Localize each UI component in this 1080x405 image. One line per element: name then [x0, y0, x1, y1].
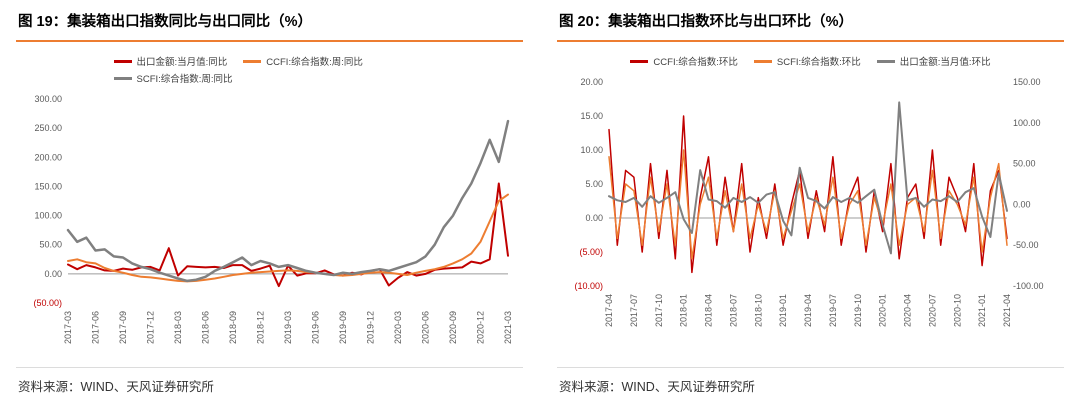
y-axis-tick-label: 250.00	[34, 123, 62, 133]
y-axis-tick-label: 0.00	[585, 213, 603, 223]
legend-item-2: SCFI:综合指数:周:同比	[113, 71, 233, 85]
y-axis-tick-label: 150.00	[34, 181, 62, 191]
figure-20-panel: 图 20：集装箱出口指数环比与出口环比（%） CCFI:综合指数:环比 SCFI:…	[549, 4, 1072, 401]
figure-19-panel: 图 19：集装箱出口指数同比与出口同比（%） 出口金额:当月值:同比 CCFI:综…	[8, 4, 531, 401]
x-axis-tick-label: 2017-06	[91, 311, 101, 344]
legend-label: 出口金额:当月值:环比	[899, 57, 991, 68]
x-axis-tick-label: 2018-01	[679, 294, 689, 327]
x-axis-tick-label: 2018-03	[173, 311, 183, 344]
legend-item-0: CCFI:综合指数:环比	[630, 54, 738, 68]
series-line	[66, 119, 510, 283]
x-axis-tick-label: 2020-06	[421, 311, 431, 344]
y-axis-tick-label: 100.00	[34, 211, 62, 221]
chart-canvas: 300.00 250.00 200.00 150.00 100.00 50.00 0.00 (…	[33, 94, 513, 344]
x-axis-tick-label: 2019-06	[311, 311, 321, 344]
x-axis-tick-label: 2018-09	[228, 311, 238, 344]
x-axis-tick-label: 2018-07	[728, 294, 738, 327]
legend-label: 出口金额:当月值:同比	[136, 57, 228, 68]
legend-item-1: SCFI:综合指数:环比	[753, 54, 861, 68]
legend-item-0: 出口金额:当月值:同比	[113, 54, 228, 68]
x-axis-tick-label: 2021-04	[1002, 294, 1012, 327]
series-line	[608, 149, 1008, 260]
x-axis-tick-label: 2019-12	[366, 311, 376, 344]
chart-canvas: 20.00 15.00 10.00 5.00 0.00 (5.00) (10.00) 150.…	[574, 77, 1044, 327]
x-axis-tick-label: 2019-01	[778, 294, 788, 327]
y-axis-tick-label: 0.00	[44, 269, 62, 279]
y-axis-right-tick-label: 100.00	[1013, 118, 1041, 128]
y-axis-tick-label: 50.00	[39, 240, 62, 250]
x-axis-tick-label: 2020-07	[927, 294, 937, 327]
x-axis-tick-label: 2019-03	[283, 311, 293, 344]
figure-20-legend: CCFI:综合指数:环比 SCFI:综合指数:环比 出口金额:当月值:环比	[557, 54, 1064, 68]
x-axis-tick-label: 2019-04	[803, 294, 813, 327]
y-axis-tick-label: 300.00	[34, 94, 62, 104]
y-axis-tick-label: (50.00)	[33, 298, 62, 308]
x-axis-tick-label: 2021-01	[977, 294, 987, 327]
x-axis-tick-label: 2017-07	[629, 294, 639, 327]
y-axis-tick-label: 20.00	[580, 77, 603, 87]
x-axis-tick-label: 2017-09	[118, 311, 128, 344]
figure-19-chart: 300.00 250.00 200.00 150.00 100.00 50.00 0.00 (…	[16, 89, 523, 362]
y-axis-right-tick-label: 50.00	[1013, 159, 1036, 169]
x-axis-tick-label: 2019-10	[853, 294, 863, 327]
x-axis-tick-label: 2018-04	[704, 294, 714, 327]
y-axis-right-tick-label: -100.00	[1013, 281, 1044, 291]
figure-20-title: 图 20：集装箱出口指数环比与出口环比（%）	[557, 4, 1064, 42]
y-axis-tick-label: (5.00)	[579, 247, 603, 257]
x-axis-tick-label: 2018-12	[256, 311, 266, 344]
legend-label: SCFI:综合指数:周:同比	[136, 74, 233, 85]
x-axis-tick-label: 2020-12	[476, 311, 486, 344]
legend-line-swatch	[243, 59, 262, 63]
legend-label: CCFI:综合指数:环比	[653, 57, 738, 68]
y-axis-right-tick-label: 150.00	[1013, 77, 1041, 87]
x-axis-tick-label: 2018-06	[201, 311, 211, 344]
x-axis-tick-label: 2017-10	[654, 294, 664, 327]
x-axis-tick-label: 2020-09	[448, 311, 458, 344]
legend-line-swatch	[876, 59, 895, 63]
x-axis-tick-label: 2021-03	[503, 311, 513, 344]
legend-item-1: CCFI:综合指数:周:同比	[243, 54, 363, 68]
legend-line-swatch	[630, 59, 649, 63]
x-axis-tick-label: 2017-03	[63, 311, 73, 344]
series-line	[608, 115, 1008, 274]
x-axis-tick-label: 2020-04	[903, 294, 913, 327]
y-axis-tick-label: 15.00	[580, 111, 603, 121]
legend-label: CCFI:综合指数:周:同比	[266, 57, 363, 68]
x-axis-tick-label: 2017-12	[146, 311, 156, 344]
legend-label: SCFI:综合指数:环比	[776, 57, 861, 68]
x-axis-tick-label: 2017-04	[604, 294, 614, 327]
x-axis-tick-label: 2020-10	[952, 294, 962, 327]
y-axis-right-tick-label: -50.00	[1013, 240, 1039, 250]
figure-20-chart: 20.00 15.00 10.00 5.00 0.00 (5.00) (10.00) 150.…	[557, 72, 1064, 345]
y-axis-tick-label: (10.00)	[574, 281, 603, 291]
legend-line-swatch	[113, 76, 132, 80]
y-axis-tick-label: 200.00	[34, 152, 62, 162]
figure-19-legend: 出口金额:当月值:同比 CCFI:综合指数:周:同比 SCFI:综合指数:周:同比	[113, 54, 426, 85]
x-axis-tick-label: 2018-10	[753, 294, 763, 327]
x-axis-tick-label: 2019-07	[828, 294, 838, 327]
figure-19-title: 图 19：集装箱出口指数同比与出口同比（%）	[16, 4, 523, 42]
y-axis-tick-label: 5.00	[585, 179, 603, 189]
x-axis-tick-label: 2020-01	[878, 294, 888, 327]
figure-19-source: 资料来源：WIND、天风证券研究所	[16, 367, 523, 401]
series-line	[67, 193, 509, 283]
x-axis-tick-label: 2020-03	[393, 311, 403, 344]
series-line	[608, 101, 1008, 255]
y-axis-right-tick-label: 0.00	[1013, 199, 1031, 209]
legend-line-swatch	[753, 59, 772, 63]
figure-20-source: 资料来源：WIND、天风证券研究所	[557, 367, 1064, 401]
x-axis-tick-label: 2019-09	[338, 311, 348, 344]
legend-line-swatch	[113, 59, 132, 63]
legend-item-2: 出口金额:当月值:环比	[876, 54, 991, 68]
y-axis-tick-label: 10.00	[580, 145, 603, 155]
